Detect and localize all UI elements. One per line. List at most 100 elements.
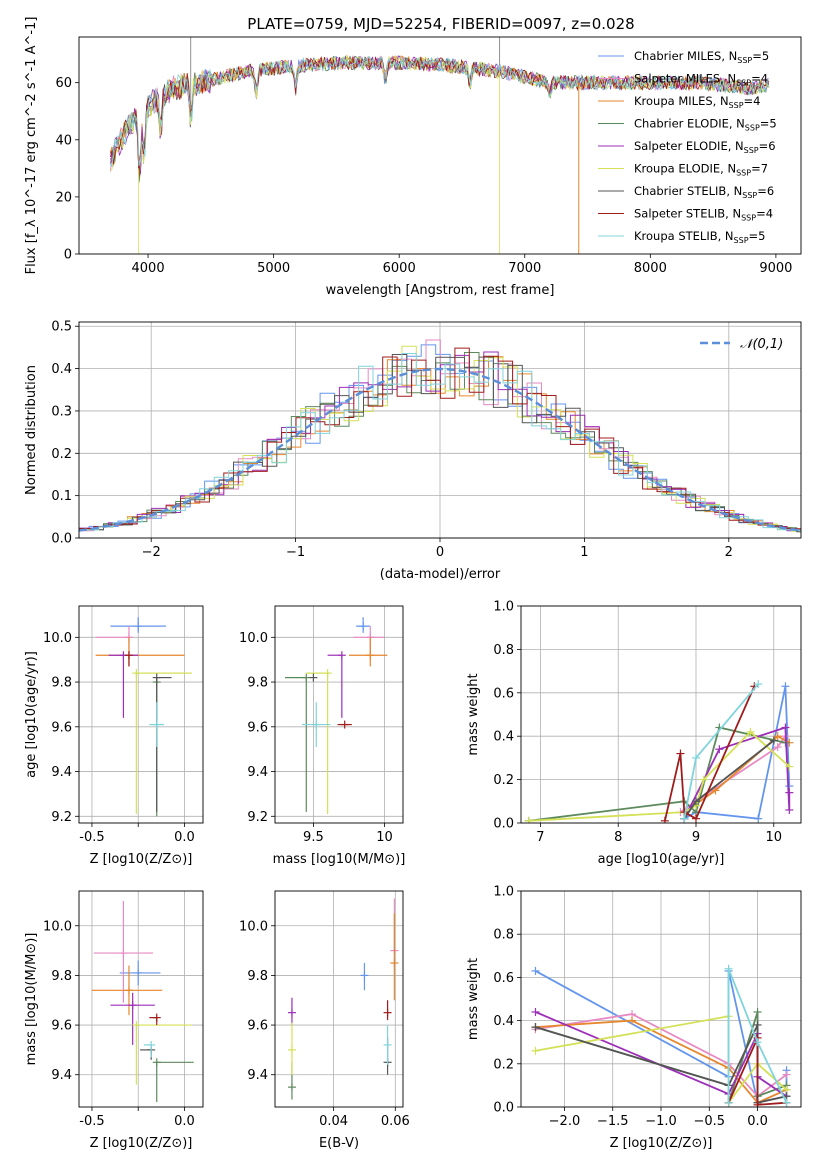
x-tick-label: 6000	[383, 261, 416, 276]
panel-mass_vs_ebv: 0.04 0.06 9.4 9.6 9.8 10.0 E(B-V)	[239, 890, 410, 1151]
legend-label: Kroupa STELIB, NSSP=5	[634, 229, 765, 245]
axes-frame	[78, 321, 802, 539]
y-tick-label: 9.4	[51, 1068, 72, 1083]
y-tick-label: 9.4	[247, 1068, 268, 1083]
y-tick-label: 9.6	[247, 1019, 268, 1034]
y-tick-label: 0.6	[493, 686, 514, 701]
legend-name: Chabrier MILES, N	[634, 49, 737, 63]
y-tick-label: 9.6	[51, 1019, 72, 1034]
y-axis-label: Flux [f_λ 10^-17 erg cm^-2 s^-1 A^-1]	[24, 17, 39, 275]
histogram-series	[84, 353, 801, 531]
legend-name: Kroupa ELODIE, N	[634, 162, 736, 176]
x-tick-label: 0.0	[747, 1114, 768, 1129]
legend-name: Kroupa STELIB, N	[634, 229, 734, 243]
x-tick-label: 8	[614, 830, 622, 845]
y-tick-label: 9.4	[247, 765, 268, 780]
y-tick-label: 0.0	[51, 532, 72, 547]
x-tick-label: 1	[580, 545, 588, 560]
x-tick-label: 10	[766, 830, 783, 845]
legend-subscript: SSP	[745, 124, 760, 133]
x-tick-label: 0.04	[319, 1114, 348, 1129]
x-tick-label: −1	[286, 545, 305, 560]
x-tick-label: 0.0	[174, 1114, 195, 1129]
gaussian-curve	[79, 367, 801, 532]
x-axis-label: Z [log10(Z/Z⊙)]	[90, 1136, 193, 1151]
plot-area	[91, 900, 194, 1103]
axes-frame	[78, 605, 204, 824]
plot-area	[287, 898, 399, 1100]
y-axis-label: age [log10(age/yr)]	[24, 651, 39, 778]
weight-series-line	[528, 730, 790, 822]
x-axis-label: mass [log10(M/M⊙)]	[273, 852, 406, 867]
y-tick-label: 9.2	[51, 810, 72, 825]
y-tick-label: 0.0	[493, 1101, 514, 1116]
legend-label: Chabrier STELIB, NSSP=6	[634, 184, 774, 200]
x-axis-label: age [log10(age/yr)]	[598, 852, 725, 867]
legend-label: 𝒩(0,1)	[740, 337, 783, 352]
legend-label: Salpeter MILES, NSSP=4	[634, 72, 768, 88]
legend-name: Salpeter ELODIE, N	[634, 139, 744, 153]
legend-count: =4	[751, 72, 768, 86]
y-tick-label: 0.2	[51, 447, 72, 462]
y-tick-label: 9.8	[51, 676, 72, 691]
legend-count: =7	[751, 162, 768, 176]
plot-area	[531, 964, 791, 1107]
axes-frame	[78, 36, 802, 255]
x-tick-label: 0.0	[174, 830, 195, 845]
y-tick-label: 60	[55, 76, 72, 91]
y-tick-label: 0.8	[493, 643, 514, 658]
x-tick-label: 9	[692, 830, 700, 845]
y-tick-label: 9.8	[247, 676, 268, 691]
y-tick-label: 10.0	[239, 919, 268, 934]
y-axis-label: mass [log10(M/M⊙)]	[24, 933, 39, 1066]
legend-name: Kroupa MILES, N	[634, 94, 729, 108]
x-tick-label: 9000	[759, 261, 792, 276]
legend-count: =4	[744, 94, 761, 108]
axes-frame	[274, 605, 404, 824]
legend-count: =6	[757, 184, 774, 198]
legend-subscript: SSP	[744, 146, 759, 155]
axes-frame	[520, 890, 802, 1108]
legend-label: Kroupa MILES, NSSP=4	[634, 94, 760, 110]
y-tick-label: 0.1	[51, 489, 72, 504]
plot-area	[110, 37, 770, 254]
legend-label: Salpeter ELODIE, NSSP=6	[634, 139, 776, 155]
legend-count: =4	[756, 207, 773, 221]
legend-subscript: SSP	[737, 56, 752, 65]
y-tick-label: 0.6	[493, 971, 514, 986]
x-axis-label: Z [log10(Z/Z⊙)]	[610, 1136, 713, 1151]
y-tick-label: 0.8	[493, 928, 514, 943]
legend-count: =5	[749, 229, 766, 243]
panels: 4000 5000 6000 7000 8000 90000204060wavelengt…	[24, 17, 802, 1151]
panel-mass_vs_Z: -0.5 0.0 9.4 9.6 9.8 10.0 Z [log10(Z/Z⊙)] mass …	[24, 890, 204, 1151]
legend-name: Chabrier STELIB, N	[634, 184, 742, 198]
y-tick-label: 9.2	[247, 810, 268, 825]
x-tick-label: −2.0	[549, 1114, 581, 1129]
x-tick-label: 0.06	[381, 1114, 410, 1129]
residual-legend: 𝒩(0,1)	[700, 337, 783, 352]
plot-area	[79, 339, 801, 533]
y-tick-label: 9.4	[51, 765, 72, 780]
legend-count: =5	[752, 49, 769, 63]
panel-weight_vs_age: 7 8 9 10 0.0 0.2 0.4 0.6 0.8 1.0 age [log10(age/yr…	[466, 600, 802, 867]
x-tick-label: 9.5	[303, 830, 324, 845]
x-tick-label: -0.5	[79, 1114, 104, 1129]
y-tick-label: 0.4	[493, 1014, 514, 1029]
histogram-series	[79, 354, 801, 533]
legend-count: =5	[760, 117, 777, 131]
y-tick-label: 10.0	[43, 631, 72, 646]
legend-name: Salpeter MILES, N	[634, 72, 736, 86]
y-tick-label: 0.4	[51, 362, 72, 377]
y-tick-label: 0.4	[493, 730, 514, 745]
y-axis-label: mass weight	[466, 673, 481, 755]
x-tick-label: -0.5	[79, 830, 104, 845]
plot-area	[524, 680, 794, 823]
y-axis-label: mass weight	[466, 958, 481, 1040]
legend-subscript: SSP	[734, 236, 749, 245]
y-tick-label: 0	[64, 248, 72, 263]
plot-area	[95, 617, 192, 817]
y-tick-label: 0.5	[51, 320, 72, 335]
x-axis-label: Z [log10(Z/Z⊙)]	[90, 852, 193, 867]
y-tick-label: 9.8	[51, 969, 72, 984]
